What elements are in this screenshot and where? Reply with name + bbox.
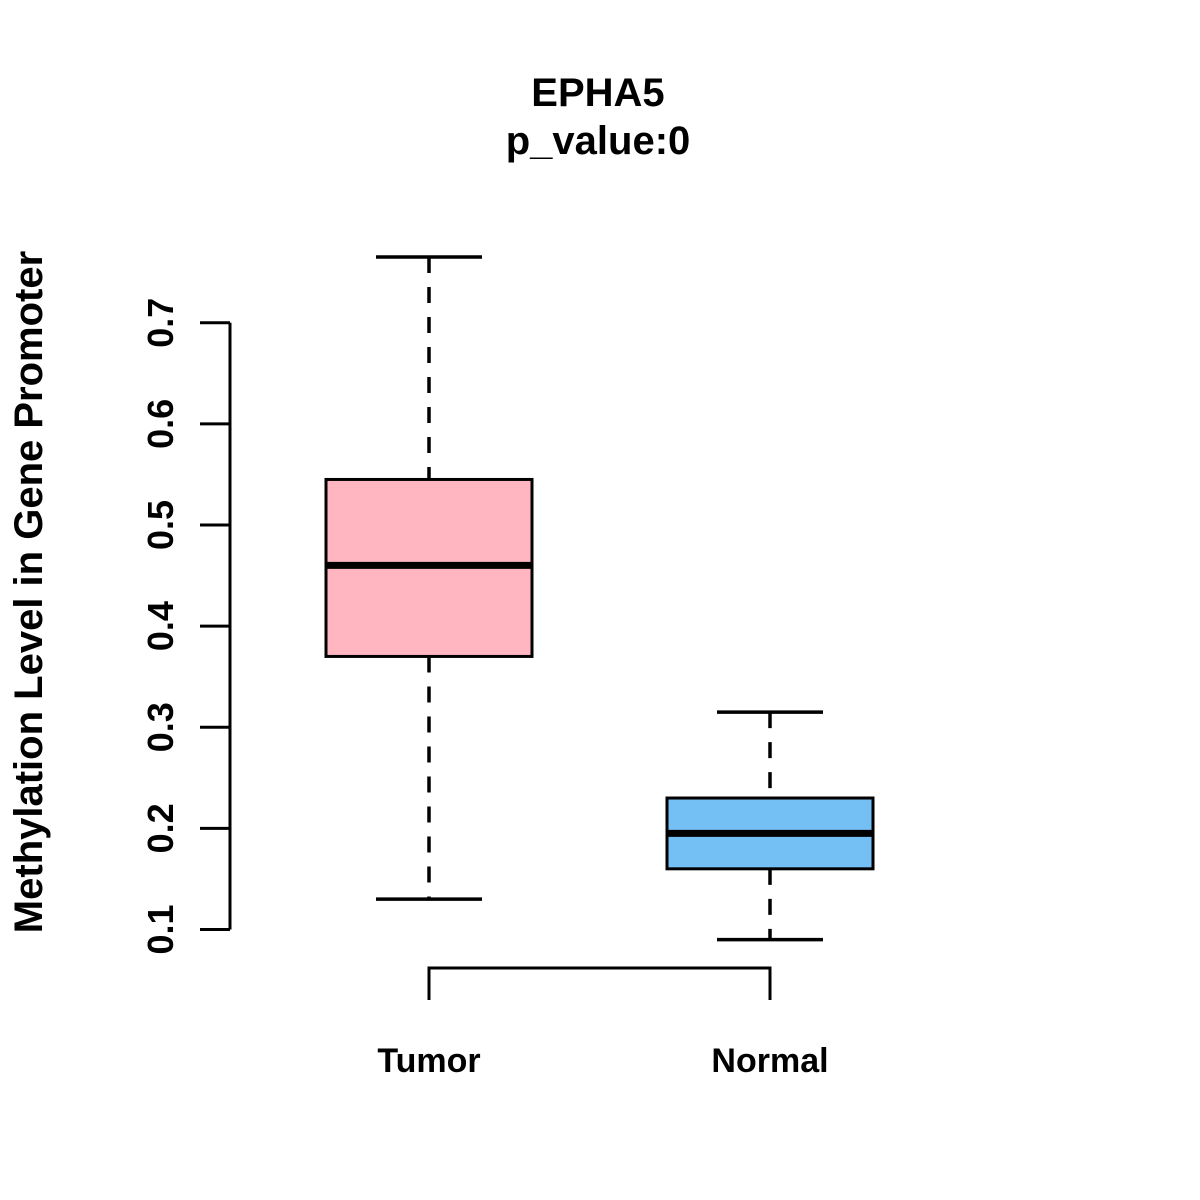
category-label-normal: Normal bbox=[711, 1042, 828, 1080]
x-axis-bracket bbox=[427, 966, 772, 1000]
y-axis-title: Methylation Level in Gene Promoter bbox=[7, 251, 51, 933]
category-label-tumor: Tumor bbox=[377, 1042, 480, 1080]
y-tick-label: 0.4 bbox=[140, 601, 181, 651]
box-group bbox=[324, 255, 875, 942]
y-tick-label: 0.1 bbox=[140, 904, 181, 954]
y-tick-label: 0.7 bbox=[140, 298, 181, 348]
y-tick-label: 0.6 bbox=[140, 399, 181, 449]
y-tick-label: 0.3 bbox=[140, 702, 181, 752]
x-axis-labels: Tumor Normal bbox=[377, 1042, 828, 1080]
y-tick-label: 0.5 bbox=[140, 500, 181, 550]
chart-subtitle: p_value:0 bbox=[506, 119, 691, 163]
y-axis: 0.1 0.2 0.3 0.4 0.5 0.6 0.7 bbox=[140, 298, 232, 955]
chart-title: EPHA5 bbox=[531, 71, 664, 115]
x-axis-line bbox=[427, 966, 772, 1000]
y-tick-label: 0.2 bbox=[140, 803, 181, 853]
